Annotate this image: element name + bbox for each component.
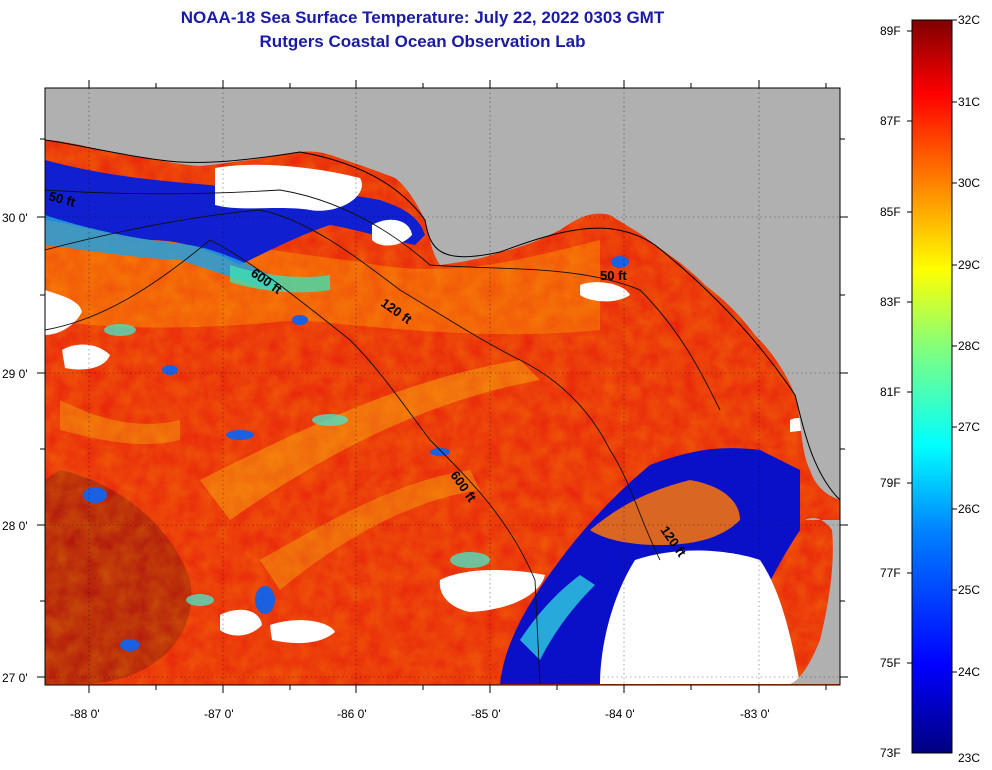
x-tick-label: -87 0' bbox=[204, 707, 234, 721]
colorbar-c-label: 30C bbox=[958, 176, 980, 190]
colorbar-c-label: 31C bbox=[958, 95, 980, 109]
colorbar: 89F 87F 85F 83F 81F 79F 77F 75F 73F 32C … bbox=[880, 13, 980, 765]
sst-field: 50 ft 600 ft 120 ft 50 ft 600 ft 120 ft bbox=[45, 88, 840, 685]
colorbar-c-label: 26C bbox=[958, 502, 980, 516]
x-tick-label: -83 0' bbox=[740, 707, 770, 721]
map-frame bbox=[44, 87, 841, 686]
map-subtitle: Rutgers Coastal Ocean Observation Lab bbox=[259, 32, 586, 51]
axis-ticks bbox=[37, 80, 848, 693]
depth-contours bbox=[45, 189, 721, 685]
colorbar-f-label: 85F bbox=[880, 205, 901, 219]
colorbar-f-label: 87F bbox=[880, 114, 901, 128]
y-tick-label: 30 0' bbox=[2, 211, 28, 225]
colorbar-f-label: 89F bbox=[880, 24, 901, 38]
colorbar-f-label: 81F bbox=[880, 385, 901, 399]
colorbar-c-label: 28C bbox=[958, 339, 980, 353]
contour-label: 50 ft bbox=[47, 188, 77, 210]
colorbar-f-label: 73F bbox=[880, 746, 901, 760]
x-tick-label: -88 0' bbox=[70, 707, 100, 721]
y-axis-labels: 30 0' 29 0' 28 0' 27 0' bbox=[2, 211, 28, 685]
colorbar-f-label: 83F bbox=[880, 295, 901, 309]
y-tick-label: 29 0' bbox=[2, 367, 28, 381]
map-title: NOAA-18 Sea Surface Temperature: July 22… bbox=[180, 8, 665, 27]
cloud-masks bbox=[45, 164, 808, 684]
x-tick-label: -86 0' bbox=[337, 707, 367, 721]
colorbar-f-label: 77F bbox=[880, 566, 901, 580]
y-tick-label: 28 0' bbox=[2, 519, 28, 533]
colorbar-f-label: 75F bbox=[880, 656, 901, 670]
colorbar-c-label: 32C bbox=[958, 13, 980, 27]
colorbar-c-label: 24C bbox=[958, 665, 980, 679]
colorbar-ramp bbox=[911, 19, 953, 754]
cold-eddies bbox=[83, 256, 629, 651]
land-mass bbox=[45, 88, 840, 684]
x-axis-labels: -88 0' -87 0' -86 0' -85 0' -84 0' -83 0… bbox=[70, 707, 770, 721]
contour-label: 50 ft bbox=[600, 268, 627, 283]
x-tick-label: -84 0' bbox=[605, 707, 635, 721]
graticule bbox=[45, 88, 840, 685]
colorbar-c-label: 25C bbox=[958, 583, 980, 597]
colorbar-f-label: 79F bbox=[880, 476, 901, 490]
colorbar-c-label: 23C bbox=[958, 751, 980, 765]
colorbar-c-label: 29C bbox=[958, 258, 980, 272]
colorbar-c-label: 27C bbox=[958, 420, 980, 434]
y-tick-label: 27 0' bbox=[2, 671, 28, 685]
x-tick-label: -85 0' bbox=[471, 707, 501, 721]
